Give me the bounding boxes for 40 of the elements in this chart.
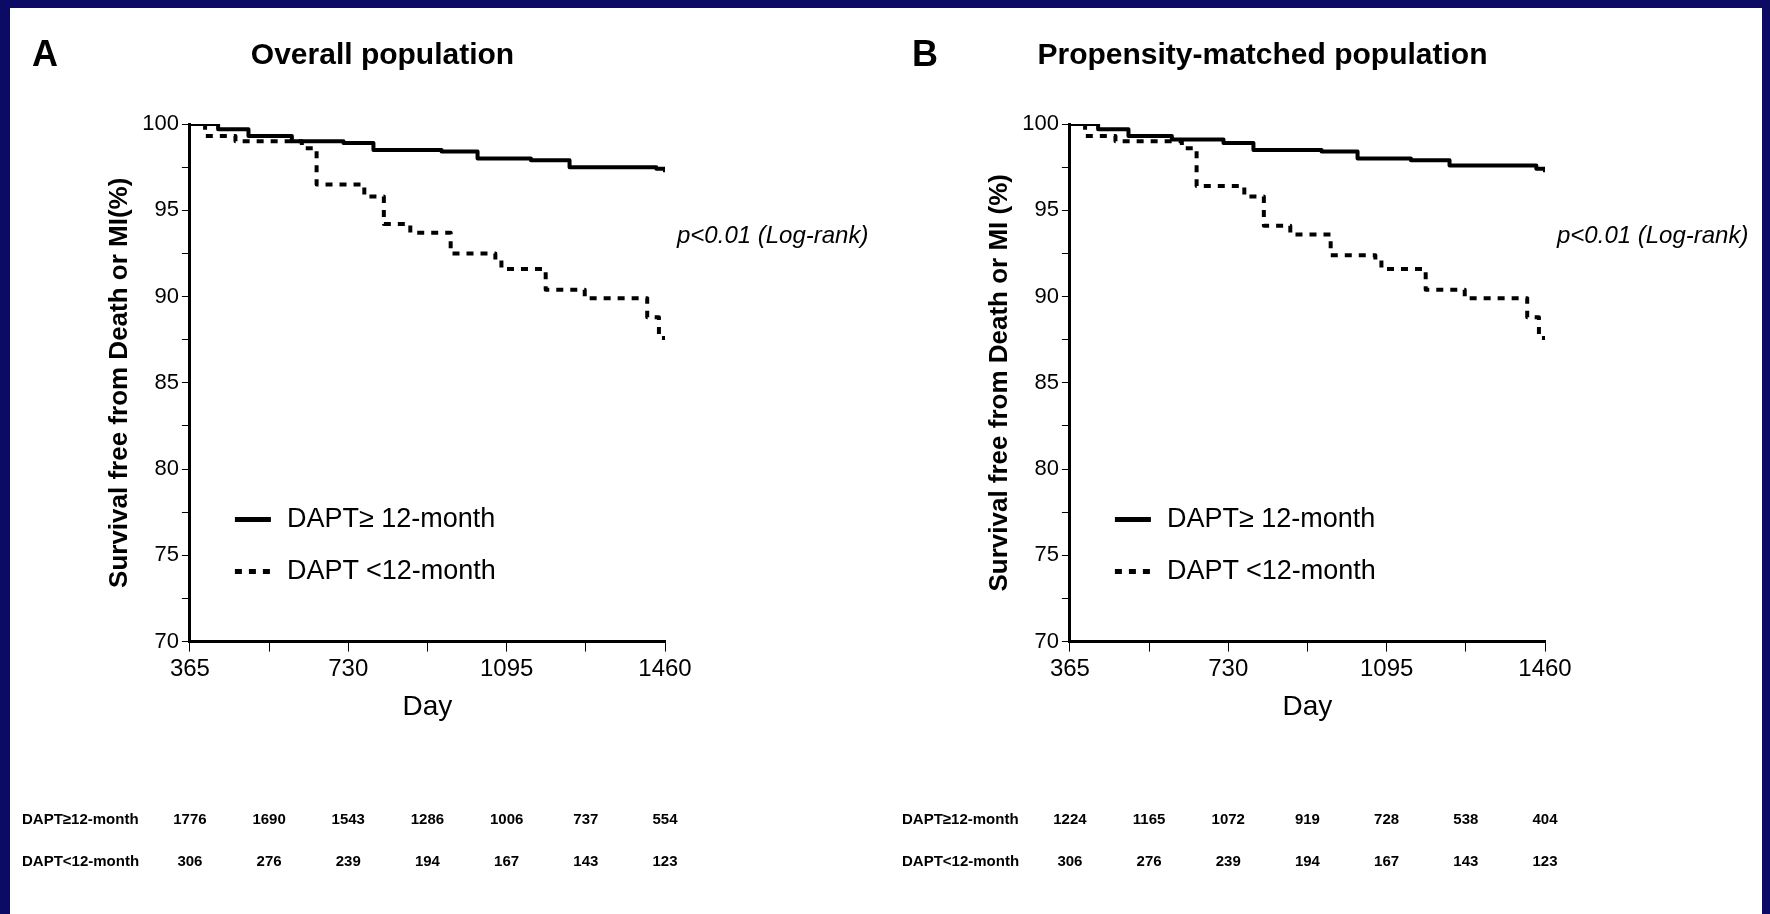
legend-label: DAPT <12-month	[286, 555, 496, 586]
text: p<0.01 (Log-rank)	[676, 220, 869, 248]
x-axis-title: Day	[402, 689, 453, 721]
text: DAPT≥12-month 1776 1690 1543 1286 1006 737 554	[22, 810, 678, 828]
x-tick-label: 1460	[638, 653, 692, 681]
y-tick-label: 80	[154, 455, 179, 481]
text: DAPT≥12-month 1224 1165 1072 919 728 538 404	[902, 810, 1558, 828]
legend-label: DAPT≥ 12-month	[1166, 503, 1376, 534]
y-tick-label: 95	[1034, 196, 1059, 222]
y-tick-label: 75	[154, 541, 179, 567]
text: DAPT<12-month 306 276 239 194 167 143 123	[22, 852, 678, 870]
y-tick-label: 100	[1022, 110, 1059, 136]
x-tick-label: 365	[1049, 653, 1090, 681]
x-tick-label: 365	[169, 653, 210, 681]
y-tick-label: 90	[154, 282, 179, 308]
x-tick-label: 1095	[1359, 653, 1414, 681]
y-axis-title: Survival free from Death or MI(%)	[102, 177, 133, 588]
y-tick-label: 70	[1034, 627, 1059, 653]
text: A	[32, 32, 58, 74]
y-axis-title: Survival free from Death or MI (%)	[982, 174, 1013, 592]
y-tick-label: 85	[1034, 368, 1059, 394]
legend-label: DAPT <12-month	[1166, 555, 1376, 586]
x-axis-title: Day	[1282, 689, 1333, 721]
x-tick-label: 1095	[479, 653, 534, 681]
y-tick-label: 70	[154, 627, 179, 653]
x-tick-label: 1460	[1518, 653, 1572, 681]
x-tick-label: 730	[328, 653, 369, 681]
text: p<0.01 (Log-rank)	[1556, 220, 1749, 248]
y-tick-label: 100	[142, 110, 179, 136]
y-tick-label: 75	[1034, 541, 1059, 567]
text: DAPT<12-month 306 276 239 194 167 143 123	[902, 852, 1558, 870]
y-tick-label: 80	[1034, 455, 1059, 481]
chart-title: Propensity-matched population	[1037, 37, 1488, 71]
chart-title: Overall population	[250, 37, 515, 71]
y-tick-label: 95	[154, 196, 179, 222]
y-tick-label: 90	[1034, 282, 1059, 308]
x-tick-label: 730	[1208, 653, 1249, 681]
legend-label: DAPT≥ 12-month	[286, 503, 496, 534]
text: B	[912, 32, 938, 74]
y-tick-label: 85	[154, 368, 179, 394]
